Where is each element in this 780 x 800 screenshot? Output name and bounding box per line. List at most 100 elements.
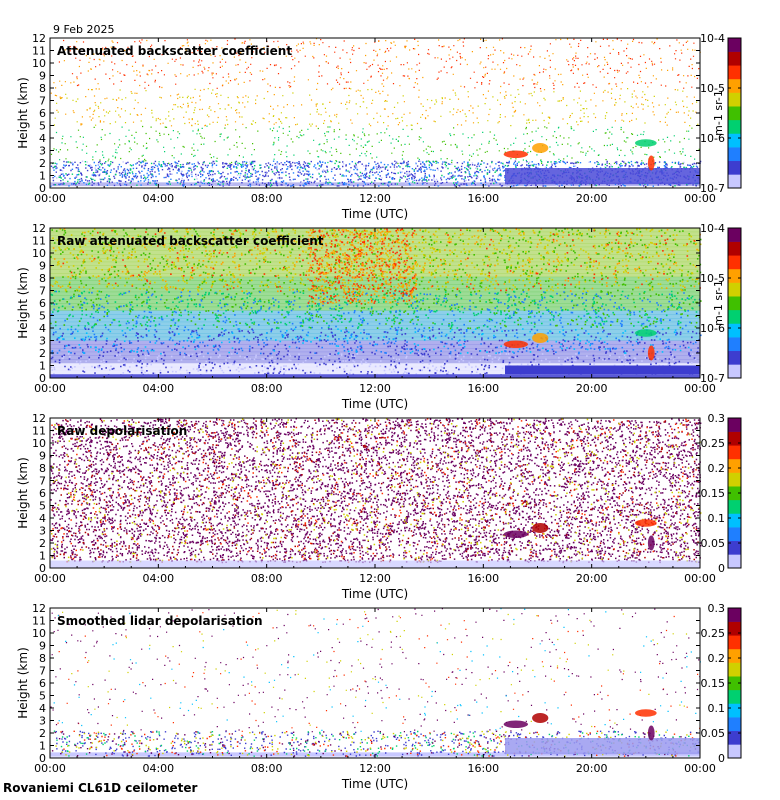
colorbar-segment	[728, 540, 741, 555]
colorbar-segment	[728, 608, 741, 622]
colorbar-segment	[728, 486, 741, 501]
noise-band	[50, 333, 700, 338]
colorbar-segment	[728, 228, 741, 242]
colorbar-tick-label: 0.25	[701, 627, 726, 640]
colorbar-segment	[728, 703, 741, 718]
y-tick-label: 10	[32, 437, 46, 450]
noise-band	[50, 261, 700, 266]
x-tick-label: 00:00	[34, 382, 66, 395]
noise-band	[50, 336, 700, 341]
y-tick-label: 2	[39, 157, 46, 170]
noise-band	[50, 273, 700, 278]
cloud-feature	[503, 720, 529, 728]
x-tick-label: 00:00	[684, 192, 716, 205]
colorbar-tick-label: 0	[718, 752, 725, 765]
y-tick-label: 9	[39, 450, 46, 463]
colorbar-unit: m-1 sr-1	[712, 90, 725, 136]
site-label: Rovaniemi CL61D ceilometer	[3, 781, 198, 795]
y-tick-label: 9	[39, 640, 46, 653]
y-tick-label: 0	[39, 372, 46, 385]
afternoon-layer	[505, 365, 700, 375]
y-tick-label: 7	[39, 285, 46, 298]
noise-band	[50, 269, 700, 274]
noise-band	[50, 280, 700, 285]
colorbar-segment	[728, 92, 741, 107]
noise-band	[50, 246, 700, 251]
y-tick-label: 12	[32, 32, 46, 45]
y-tick-label: 4	[39, 702, 46, 715]
x-tick-label: 12:00	[359, 762, 391, 775]
cloud-feature	[647, 535, 655, 551]
colorbar-segment	[728, 337, 741, 352]
x-tick-label: 16:00	[467, 762, 499, 775]
colorbar-segment	[728, 268, 741, 283]
cloud-feature	[532, 333, 549, 343]
colorbar-tick-label: 10-4	[700, 32, 725, 45]
cloud-feature	[635, 709, 657, 717]
colorbar-unit: m-1 sr-1	[712, 280, 725, 326]
cloud-feature	[647, 725, 655, 741]
noise-band	[50, 284, 700, 289]
colorbar-segment	[728, 431, 741, 446]
y-tick-label: 8	[39, 272, 46, 285]
y-tick-label: 6	[39, 297, 46, 310]
colorbar-segment	[728, 174, 741, 189]
cloud-feature	[647, 345, 655, 361]
y-tick-label: 6	[39, 487, 46, 500]
colorbar-tick-label: 0.15	[701, 677, 726, 690]
y-tick-label: 11	[32, 235, 46, 248]
noise-band	[50, 306, 700, 311]
y-tick-label: 12	[32, 412, 46, 425]
colorbar-tick-label: 0.3	[708, 412, 726, 425]
x-tick-label: 20:00	[576, 382, 608, 395]
colorbar-segment	[728, 458, 741, 473]
x-tick-label: 12:00	[359, 192, 391, 205]
colorbar-segment	[728, 160, 741, 175]
colorbar-frame	[727, 37, 742, 189]
colorbar-segment	[728, 133, 741, 148]
colorbar-frame	[727, 227, 742, 379]
y-tick-label: 6	[39, 677, 46, 690]
colorbar-tick-label: 0.25	[701, 437, 726, 450]
noise-band	[50, 288, 700, 293]
plot-area	[50, 608, 700, 758]
x-tick-label: 08:00	[251, 192, 283, 205]
y-tick-label: 8	[39, 462, 46, 475]
x-tick-label: 08:00	[251, 382, 283, 395]
heatmap-data-layer	[50, 228, 702, 379]
noise-band	[50, 303, 700, 308]
cloud-feature	[635, 139, 657, 147]
noise-band	[50, 325, 700, 330]
colorbar-segment	[728, 730, 741, 745]
panel-title: Raw attenuated backscatter coefficient	[57, 234, 324, 248]
plot-area	[50, 38, 700, 188]
y-tick-label: 2	[39, 537, 46, 550]
colorbar-segment	[728, 445, 741, 460]
noise-band	[50, 243, 700, 248]
noise-band	[50, 359, 700, 364]
colorbar-segment	[728, 717, 741, 732]
noise-band	[50, 254, 700, 259]
cloud-feature	[635, 329, 657, 337]
panel-title: Attenuated backscatter coefficient	[57, 44, 292, 58]
noise-band	[50, 276, 700, 281]
x-tick-label: 00:00	[684, 762, 716, 775]
y-tick-label: 5	[39, 310, 46, 323]
colorbar-tick-label: 10-7	[700, 182, 725, 195]
y-tick-label: 5	[39, 500, 46, 513]
colorbar-segment	[728, 472, 741, 487]
colorbar-tick-label: 0.2	[708, 462, 726, 475]
noise-band	[50, 250, 700, 255]
y-tick-label: 7	[39, 475, 46, 488]
noise-band	[50, 321, 700, 326]
colorbar-segment	[728, 309, 741, 324]
y-tick-label: 1	[39, 360, 46, 373]
x-axis-label: Time (UTC)	[341, 397, 408, 411]
x-tick-label: 20:00	[576, 572, 608, 585]
cloud-feature	[503, 150, 529, 158]
